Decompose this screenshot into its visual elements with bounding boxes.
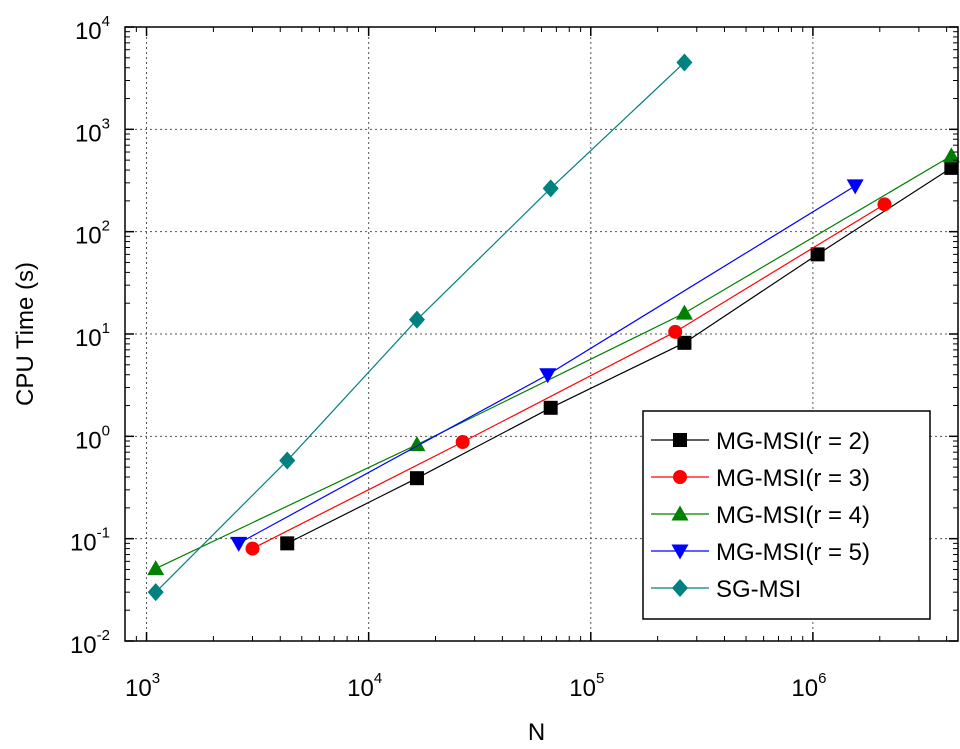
series-3 — [147, 147, 960, 576]
x-tick-base: 10 — [125, 675, 152, 702]
legend-marker — [671, 544, 689, 560]
series-line — [155, 155, 952, 570]
y-tick-exponent: -1 — [97, 525, 110, 542]
series-4 — [230, 179, 864, 552]
data-point — [245, 541, 260, 556]
legend-item: SG-MSI — [651, 576, 801, 603]
x-tick-label: 103 — [125, 670, 160, 702]
y-tick-label: 102 — [75, 218, 110, 250]
x-tick-base: 10 — [569, 675, 596, 702]
series-layer — [147, 53, 960, 602]
x-tick-label: 104 — [347, 670, 382, 702]
y-tick-base: 10 — [75, 427, 102, 454]
y-tick-exponent: 0 — [102, 422, 110, 439]
y-tick-label: 104 — [75, 13, 110, 45]
series-5 — [147, 53, 693, 602]
y-tick-label: 101 — [75, 320, 110, 352]
data-point — [147, 560, 165, 576]
legend-label: MG-MSI(r = 2) — [716, 428, 870, 455]
legend-item: MG-MSI(r = 2) — [651, 428, 870, 455]
y-tick-base: 10 — [70, 632, 97, 659]
data-point — [676, 53, 693, 72]
data-point — [409, 471, 424, 486]
data-point — [408, 310, 425, 329]
data-point — [539, 368, 557, 384]
x-tick-base: 10 — [347, 675, 374, 702]
data-point — [280, 536, 295, 551]
legend-marker — [673, 470, 687, 484]
y-tick-base: 10 — [75, 120, 102, 147]
legend-item: MG-MSI(r = 4) — [651, 502, 870, 529]
legend-marker — [671, 505, 689, 521]
y-tick-label: 10-1 — [70, 525, 110, 557]
y-tick-base: 10 — [75, 223, 102, 250]
y-tick-label: 10-2 — [70, 627, 110, 659]
y-tick-exponent: 2 — [102, 218, 110, 235]
y-tick-exponent: 1 — [102, 320, 110, 337]
legend-marker — [672, 579, 688, 597]
y-tick-label: 103 — [75, 115, 110, 147]
data-point — [944, 160, 959, 175]
legend-label: MG-MSI(r = 4) — [716, 502, 870, 529]
x-tick-exponent: 3 — [152, 670, 160, 687]
data-point — [279, 451, 296, 470]
legend-item: MG-MSI(r = 5) — [651, 539, 870, 566]
y-tick-base: 10 — [70, 530, 97, 557]
data-point — [147, 583, 164, 602]
x-tick-exponent: 4 — [374, 670, 382, 687]
series-line — [286, 167, 952, 544]
data-point — [408, 436, 426, 452]
legend-label: SG-MSI — [716, 576, 801, 603]
y-axis-title: CPU Time (s) — [12, 262, 39, 406]
data-point — [230, 536, 248, 552]
x-tick-exponent: 5 — [596, 670, 604, 687]
data-point — [942, 147, 960, 163]
series-1 — [280, 160, 959, 551]
series-2 — [245, 197, 892, 556]
series-line — [155, 62, 685, 593]
data-point — [455, 435, 470, 450]
y-tick-exponent: 3 — [102, 115, 110, 132]
legend: MG-MSI(r = 2) MG-MSI(r = 3) MG-MSI(r = 4) M… — [642, 410, 931, 620]
y-tick-exponent: -2 — [97, 627, 110, 644]
data-point — [543, 400, 558, 415]
legend-label: MG-MSI(r = 5) — [716, 539, 870, 566]
legend-marker — [673, 433, 687, 447]
legend-box — [642, 410, 931, 620]
x-axis-title: N — [528, 719, 545, 746]
data-point — [877, 197, 892, 212]
legend-label: MG-MSI(r = 3) — [716, 465, 870, 492]
x-tick-label: 105 — [569, 670, 604, 702]
data-point — [668, 324, 683, 339]
data-point — [675, 304, 693, 320]
data-point — [542, 179, 559, 198]
data-point — [846, 179, 864, 195]
data-point — [677, 335, 692, 350]
y-tick-exponent: 4 — [102, 13, 110, 30]
series-line — [252, 203, 885, 550]
y-tick-label: 100 — [75, 422, 110, 454]
x-tick-exponent: 6 — [818, 670, 826, 687]
x-tick-base: 10 — [791, 675, 818, 702]
x-tick-label: 106 — [791, 670, 826, 702]
data-point — [810, 247, 825, 262]
y-tick-base: 10 — [75, 18, 102, 45]
legend-item: MG-MSI(r = 3) — [651, 465, 870, 492]
y-tick-base: 10 — [75, 325, 102, 352]
